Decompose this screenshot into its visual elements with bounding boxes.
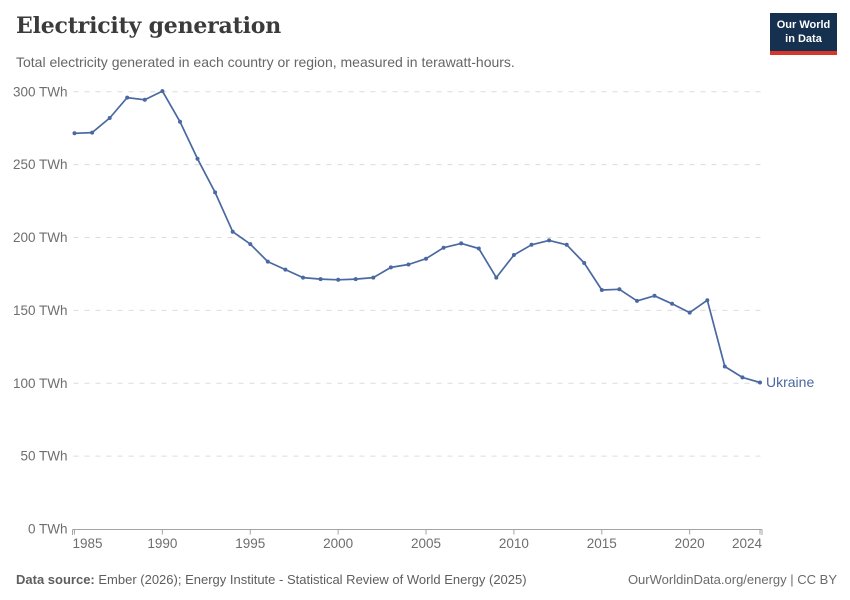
data-point-marker[interactable] bbox=[687, 310, 692, 315]
data-point-marker[interactable] bbox=[142, 97, 147, 102]
x-axis-tick-label: 2010 bbox=[499, 536, 529, 551]
license-credit-link[interactable]: OurWorldinData.org/energy | CC BY bbox=[627, 572, 837, 587]
series-end-label[interactable]: Ukraine bbox=[766, 374, 814, 390]
data-point-marker[interactable] bbox=[72, 131, 77, 136]
data-point-marker[interactable] bbox=[705, 298, 710, 303]
owid-logo[interactable]: Our World in Data bbox=[770, 13, 837, 55]
data-point-marker[interactable] bbox=[371, 275, 376, 280]
data-point-marker[interactable] bbox=[635, 298, 639, 303]
data-point-marker[interactable] bbox=[459, 241, 464, 246]
owid-logo-line2: in Data bbox=[785, 33, 822, 46]
data-point-marker[interactable] bbox=[547, 238, 552, 243]
data-point-marker[interactable] bbox=[670, 301, 675, 306]
data-point-marker[interactable] bbox=[301, 275, 305, 280]
data-point-marker[interactable] bbox=[178, 119, 182, 124]
x-axis-tick-label: 2015 bbox=[587, 536, 617, 551]
data-point-marker[interactable] bbox=[213, 190, 218, 195]
data-point-marker[interactable] bbox=[248, 242, 253, 247]
x-axis-tick-label: 2024 bbox=[732, 536, 763, 551]
y-axis-tick-label: 300 TWh bbox=[13, 84, 68, 99]
data-point-marker[interactable] bbox=[424, 256, 428, 261]
data-point-marker[interactable] bbox=[617, 287, 622, 292]
chart-subtitle: Total electricity generated in each coun… bbox=[16, 54, 515, 70]
y-axis-tick-label: 50 TWh bbox=[20, 449, 67, 464]
data-point-marker[interactable] bbox=[388, 265, 393, 270]
y-axis-tick-label: 100 TWh bbox=[13, 376, 68, 391]
data-point-marker[interactable] bbox=[529, 242, 534, 247]
data-point-marker[interactable] bbox=[195, 156, 200, 161]
data-point-marker[interactable] bbox=[336, 277, 341, 282]
x-axis-tick-label: 2020 bbox=[675, 536, 705, 551]
data-point-marker[interactable] bbox=[582, 261, 587, 265]
data-series-line[interactable] bbox=[73, 90, 761, 384]
x-axis-tick-label: 2000 bbox=[323, 536, 353, 551]
data-point-marker[interactable] bbox=[318, 277, 323, 282]
data-point-marker[interactable] bbox=[265, 259, 270, 264]
data-point-marker[interactable] bbox=[107, 116, 112, 120]
x-axis-tick-label: 1990 bbox=[147, 536, 177, 551]
y-axis-tick-label: 0 TWh bbox=[28, 522, 68, 537]
y-axis-tick-label: 200 TWh bbox=[13, 230, 68, 245]
data-source-label: Data source: bbox=[16, 572, 95, 587]
owid-logo-line1: Our World bbox=[776, 19, 831, 31]
data-point-marker[interactable] bbox=[740, 375, 745, 380]
data-point-marker[interactable] bbox=[283, 267, 288, 272]
chart-title: Electricity generation bbox=[16, 13, 281, 39]
data-point-marker[interactable] bbox=[230, 229, 235, 234]
data-point-marker[interactable] bbox=[652, 293, 657, 298]
data-point-marker[interactable] bbox=[564, 242, 569, 247]
data-point-marker[interactable] bbox=[125, 95, 130, 100]
data-point-marker[interactable] bbox=[441, 245, 446, 250]
chart-footer: Data source: Ember (2026); Energy Instit… bbox=[16, 572, 837, 587]
data-point-marker[interactable] bbox=[160, 89, 165, 94]
x-axis-tick-label: 2005 bbox=[411, 536, 441, 551]
x-axis-tick-label: 1985 bbox=[73, 536, 103, 551]
data-point-marker[interactable] bbox=[90, 130, 95, 135]
data-point-marker[interactable] bbox=[406, 262, 411, 267]
data-source-note: Data source: Ember (2026); Energy Instit… bbox=[16, 572, 527, 587]
data-point-marker[interactable] bbox=[722, 364, 727, 369]
data-point-marker[interactable] bbox=[476, 246, 481, 251]
data-point-marker[interactable] bbox=[599, 288, 604, 292]
y-axis-tick-label: 150 TWh bbox=[13, 303, 68, 318]
data-point-marker[interactable] bbox=[511, 253, 516, 257]
y-axis-tick-label: 250 TWh bbox=[13, 157, 68, 172]
x-axis-tick-label: 1995 bbox=[235, 536, 265, 551]
data-point-marker[interactable] bbox=[353, 277, 358, 282]
data-source-text: Ember (2026); Energy Institute - Statist… bbox=[94, 572, 527, 587]
data-point-marker[interactable] bbox=[758, 380, 762, 385]
data-point-marker[interactable] bbox=[494, 275, 499, 280]
